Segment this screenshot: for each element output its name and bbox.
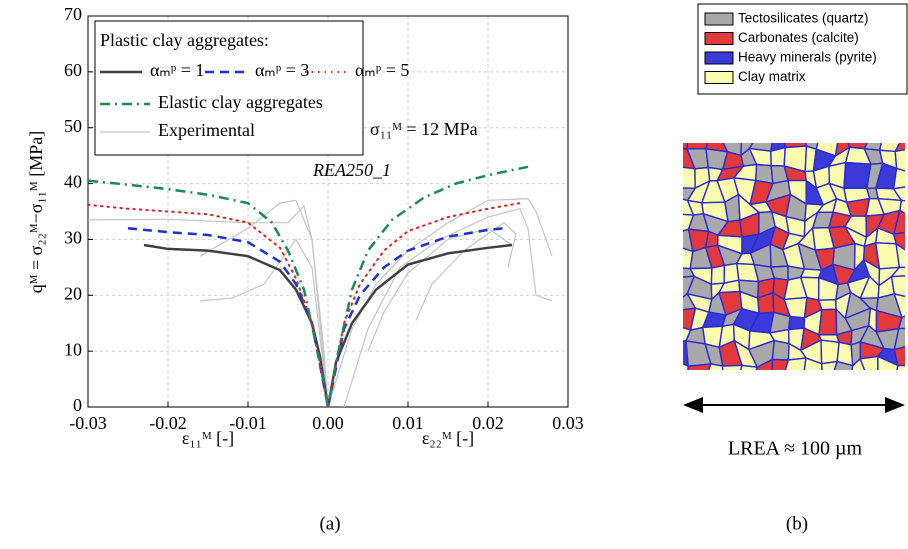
y-tick-label: 30: [64, 228, 82, 248]
data-line: [199, 238, 329, 408]
grain: [784, 357, 807, 370]
x-tick-label: 0.01: [392, 413, 424, 433]
x-axis-label: ε₂₂ᴹ [-]: [422, 428, 474, 448]
grain: [683, 166, 696, 189]
annotation: σ₁₁ᴹ = 12 MPa: [370, 119, 478, 139]
grain: [889, 266, 905, 278]
grain: [721, 364, 743, 370]
grain: [683, 362, 689, 370]
legend-label: Experimental: [158, 120, 255, 140]
grain: [877, 355, 899, 370]
grain: [799, 268, 823, 279]
y-axis-label: qᴹ = σ₂₂ᴹ−σ₁₁ᴹ [MPa]: [26, 131, 46, 293]
x-tick-label: 0.00: [312, 413, 344, 433]
grain: [859, 355, 879, 370]
legend-swatch: [704, 12, 734, 26]
grain: [683, 143, 689, 150]
x-tick-label: 0.03: [552, 413, 584, 433]
x-axis-label: ε₁₁ᴹ [-]: [182, 428, 234, 448]
grain: [687, 363, 712, 370]
grain: [820, 339, 840, 365]
data-line: [199, 199, 329, 408]
grain: [892, 231, 905, 251]
legend-label: Heavy minerals (pyrite): [738, 50, 877, 65]
grain: [818, 308, 838, 336]
legend-label: Elastic clay aggregates: [158, 92, 323, 112]
grain: [893, 143, 905, 153]
grain: [710, 264, 726, 285]
y-tick-label: 50: [64, 116, 82, 136]
y-tick-label: 70: [64, 4, 82, 24]
legend-swatch: [704, 71, 734, 84]
grain: [708, 363, 724, 370]
data-line: [343, 207, 553, 408]
grain: [892, 167, 905, 190]
grain: [817, 298, 837, 311]
panel-label: (a): [319, 513, 340, 534]
legend-label: αₘᵖ = 3: [255, 60, 309, 80]
y-tick-label: 20: [64, 283, 82, 303]
data-line: [327, 198, 553, 408]
x-tick-label: 0.02: [472, 413, 504, 433]
y-tick-label: 0: [73, 395, 82, 415]
legend-box: [94, 20, 364, 156]
legend-swatch: [704, 51, 734, 65]
grain: [833, 360, 854, 370]
legend-label: Clay matrix: [738, 69, 806, 84]
grain: [893, 346, 905, 367]
x-tick-label: -0.02: [149, 413, 187, 433]
data-line: [87, 165, 529, 408]
legend-label: Tectosilicates (quartz): [738, 11, 869, 26]
legend-label: αₘᵖ = 1: [150, 60, 204, 80]
grain: [787, 315, 806, 331]
grain: [896, 364, 905, 370]
grain: [755, 358, 774, 370]
grain: [784, 143, 808, 149]
legend-swatch: [704, 32, 734, 45]
grain: [771, 358, 790, 370]
grain: [899, 199, 905, 215]
annotation: REA250_1: [312, 160, 391, 180]
grain: [851, 357, 866, 370]
grain: [897, 315, 905, 330]
grain: [895, 242, 905, 269]
grain: [892, 186, 905, 202]
grain: [770, 146, 786, 167]
legend-label: Carbonates (calcite): [738, 30, 859, 45]
grain: [890, 275, 905, 298]
data-line: [87, 202, 521, 408]
data-line: [415, 221, 517, 321]
x-tick-label: -0.01: [229, 413, 267, 433]
grain: [771, 339, 790, 361]
x-tick-label: -0.03: [69, 413, 107, 433]
grain: [893, 292, 905, 319]
grain: [803, 357, 823, 370]
grain: [820, 360, 839, 370]
data-line: [87, 204, 329, 408]
data-line: [127, 227, 505, 408]
legend-label: αₘᵖ = 5: [355, 60, 409, 80]
y-tick-label: 60: [64, 60, 82, 80]
grain: [893, 327, 905, 351]
microstructure-image: [683, 143, 905, 370]
panel-label: (b): [786, 513, 808, 534]
y-tick-label: 10: [64, 339, 82, 359]
grain: [892, 209, 905, 236]
grain: [894, 149, 905, 172]
scale-label: LREA ≈ 100 µm: [728, 438, 863, 460]
legend-title: Plastic clay aggregates:: [100, 30, 269, 50]
y-tick-label: 40: [64, 172, 82, 192]
grain: [739, 364, 759, 370]
